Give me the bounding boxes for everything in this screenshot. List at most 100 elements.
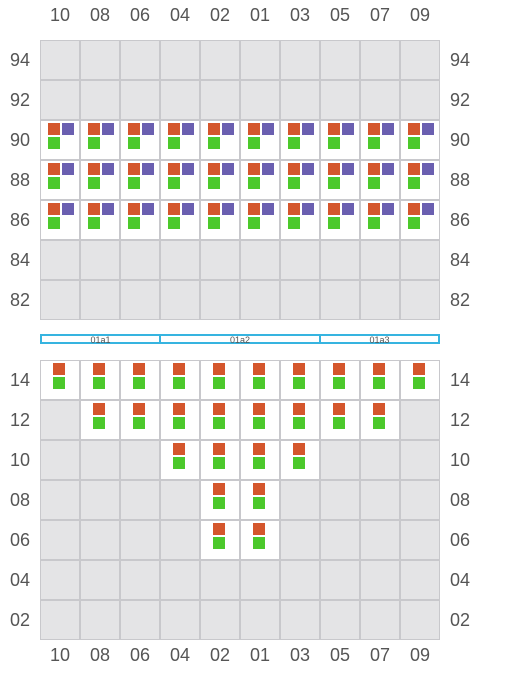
slot-occupied[interactable] (400, 160, 440, 200)
slot-occupied[interactable] (360, 400, 400, 440)
slot-occupied[interactable] (200, 200, 240, 240)
slot-empty[interactable] (80, 240, 120, 280)
slot-empty[interactable] (80, 520, 120, 560)
hatch-cover[interactable]: 01a3 (319, 334, 440, 345)
slot-empty[interactable] (320, 40, 360, 80)
slot-empty[interactable] (400, 600, 440, 640)
slot-empty[interactable] (280, 520, 320, 560)
slot-empty[interactable] (80, 40, 120, 80)
slot-empty[interactable] (120, 440, 160, 480)
slot-occupied[interactable] (200, 160, 240, 200)
slot-occupied[interactable] (360, 120, 400, 160)
slot-empty[interactable] (120, 80, 160, 120)
slot-occupied[interactable] (320, 360, 360, 400)
slot-empty[interactable] (280, 80, 320, 120)
slot-empty[interactable] (320, 80, 360, 120)
slot-empty[interactable] (80, 440, 120, 480)
slot-empty[interactable] (280, 600, 320, 640)
slot-empty[interactable] (40, 520, 80, 560)
slot-empty[interactable] (80, 600, 120, 640)
slot-occupied[interactable] (360, 360, 400, 400)
slot-empty[interactable] (40, 280, 80, 320)
slot-empty[interactable] (160, 600, 200, 640)
slot-occupied[interactable] (320, 200, 360, 240)
slot-empty[interactable] (160, 480, 200, 520)
slot-empty[interactable] (400, 40, 440, 80)
slot-empty[interactable] (360, 560, 400, 600)
slot-occupied[interactable] (240, 200, 280, 240)
slot-empty[interactable] (160, 40, 200, 80)
slot-empty[interactable] (80, 80, 120, 120)
slot-occupied[interactable] (160, 440, 200, 480)
hatch-cover[interactable]: 01a1 (40, 334, 161, 345)
slot-empty[interactable] (120, 600, 160, 640)
slot-empty[interactable] (120, 40, 160, 80)
slot-occupied[interactable] (160, 120, 200, 160)
slot-empty[interactable] (200, 240, 240, 280)
slot-empty[interactable] (320, 600, 360, 640)
slot-empty[interactable] (240, 280, 280, 320)
slot-empty[interactable] (120, 240, 160, 280)
slot-empty[interactable] (400, 560, 440, 600)
slot-occupied[interactable] (80, 360, 120, 400)
slot-empty[interactable] (320, 560, 360, 600)
slot-empty[interactable] (360, 600, 400, 640)
slot-occupied[interactable] (200, 360, 240, 400)
slot-occupied[interactable] (320, 400, 360, 440)
slot-empty[interactable] (320, 280, 360, 320)
slot-occupied[interactable] (40, 360, 80, 400)
slot-empty[interactable] (120, 560, 160, 600)
slot-empty[interactable] (200, 600, 240, 640)
slot-occupied[interactable] (80, 120, 120, 160)
slot-empty[interactable] (240, 600, 280, 640)
slot-occupied[interactable] (240, 440, 280, 480)
slot-empty[interactable] (80, 560, 120, 600)
slot-empty[interactable] (280, 280, 320, 320)
slot-empty[interactable] (320, 520, 360, 560)
slot-occupied[interactable] (120, 400, 160, 440)
slot-empty[interactable] (80, 480, 120, 520)
slot-empty[interactable] (40, 560, 80, 600)
slot-occupied[interactable] (240, 480, 280, 520)
slot-occupied[interactable] (120, 120, 160, 160)
slot-occupied[interactable] (160, 400, 200, 440)
slot-occupied[interactable] (200, 520, 240, 560)
slot-occupied[interactable] (120, 160, 160, 200)
slot-occupied[interactable] (280, 360, 320, 400)
slot-empty[interactable] (120, 480, 160, 520)
slot-empty[interactable] (360, 240, 400, 280)
slot-occupied[interactable] (240, 520, 280, 560)
slot-empty[interactable] (360, 480, 400, 520)
slot-occupied[interactable] (120, 200, 160, 240)
slot-empty[interactable] (400, 520, 440, 560)
slot-empty[interactable] (400, 440, 440, 480)
slot-occupied[interactable] (80, 160, 120, 200)
slot-occupied[interactable] (80, 200, 120, 240)
slot-occupied[interactable] (160, 200, 200, 240)
slot-occupied[interactable] (160, 160, 200, 200)
slot-empty[interactable] (160, 240, 200, 280)
slot-empty[interactable] (40, 400, 80, 440)
slot-empty[interactable] (400, 280, 440, 320)
slot-empty[interactable] (200, 560, 240, 600)
slot-empty[interactable] (240, 40, 280, 80)
slot-occupied[interactable] (320, 120, 360, 160)
slot-occupied[interactable] (80, 400, 120, 440)
slot-empty[interactable] (40, 80, 80, 120)
slot-empty[interactable] (120, 280, 160, 320)
slot-occupied[interactable] (360, 200, 400, 240)
slot-empty[interactable] (400, 80, 440, 120)
slot-empty[interactable] (240, 240, 280, 280)
slot-empty[interactable] (80, 280, 120, 320)
slot-empty[interactable] (160, 560, 200, 600)
slot-empty[interactable] (320, 240, 360, 280)
slot-empty[interactable] (400, 400, 440, 440)
slot-occupied[interactable] (200, 400, 240, 440)
slot-empty[interactable] (400, 480, 440, 520)
slot-empty[interactable] (360, 440, 400, 480)
slot-empty[interactable] (240, 80, 280, 120)
slot-occupied[interactable] (400, 200, 440, 240)
slot-occupied[interactable] (240, 120, 280, 160)
slot-occupied[interactable] (400, 360, 440, 400)
slot-empty[interactable] (40, 600, 80, 640)
